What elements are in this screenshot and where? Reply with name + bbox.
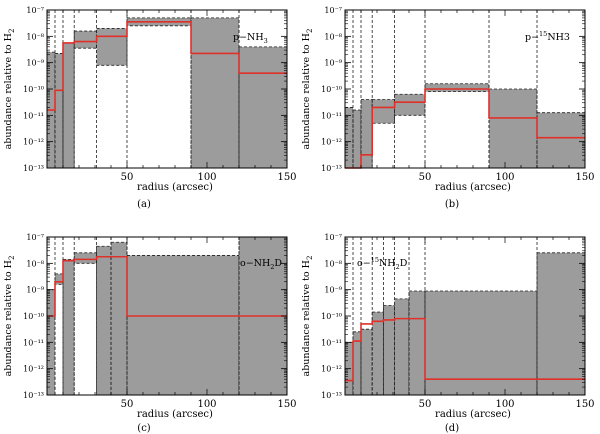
range-box: [394, 93, 426, 116]
x-tick-label: 100: [495, 399, 514, 410]
panel-label: (d): [445, 423, 459, 434]
x-tick-label: 150: [277, 399, 296, 410]
y-tick-label: 10⁻¹⁰: [23, 312, 44, 321]
y-axis-label: abundance relative to H2: [301, 256, 314, 377]
y-tick-label: 10⁻¹¹: [23, 338, 44, 347]
range-box: [424, 83, 490, 93]
range-box: [190, 17, 240, 169]
y-tick-label: 10⁻⁷: [324, 6, 342, 15]
y-tick-label: 10⁻⁷: [26, 6, 44, 15]
y-tick-label: 10⁻¹³: [23, 391, 44, 400]
y-axis-label: abundance relative to H2: [3, 29, 16, 150]
range-box: [371, 99, 396, 124]
y-tick-label: 10⁻¹³: [23, 164, 44, 173]
chart-panel-3: 10⁻¹³ 10⁻¹² 10⁻¹¹ 10⁻¹⁰ 10⁻⁹ 10⁻⁸ 10⁻⁷ 50 100 150…: [3, 233, 297, 434]
best-fit-line: [47, 21, 287, 111]
range-box: [73, 30, 97, 49]
x-axis-label: radius (arcsec): [137, 182, 213, 193]
y-tick-label: 10⁻⁹: [26, 59, 44, 68]
y-tick-label: 10⁻¹²: [23, 138, 44, 147]
range-box: [62, 42, 75, 169]
range-box: [73, 252, 97, 264]
range-box: [54, 53, 64, 169]
y-tick-label: 10⁻¹³: [321, 164, 342, 173]
y-tick-label: 10⁻⁸: [26, 32, 44, 41]
best-fit-line: [345, 317, 585, 382]
y-tick-label: 10⁻⁷: [324, 233, 342, 242]
species-label: o−15NH2D: [357, 256, 408, 271]
y-tick-label: 10⁻¹¹: [23, 111, 44, 120]
y-axis-label: abundance relative to H2: [3, 256, 16, 377]
y-tick-label: 10⁻¹²: [321, 365, 342, 374]
y-tick-label: 10⁻⁷: [26, 233, 44, 242]
species-label: p−15NH3: [525, 30, 570, 43]
y-tick-label: 10⁻⁸: [324, 259, 342, 268]
y-tick-label: 10⁻⁹: [324, 286, 342, 295]
range-box: [96, 28, 128, 66]
y-tick-label: 10⁻¹²: [321, 138, 342, 147]
range-box: [238, 46, 288, 169]
y-tick-label: 10⁻⁹: [324, 59, 342, 68]
x-tick-label: 100: [197, 399, 216, 410]
x-axis-label: radius (arcsec): [435, 409, 511, 420]
x-tick-label: 150: [277, 172, 296, 183]
range-box: [126, 255, 240, 396]
x-tick-label: 50: [121, 172, 134, 183]
range-box: [352, 109, 362, 169]
best-fit-line: [345, 88, 585, 169]
panel-label: (a): [137, 199, 151, 210]
y-tick-label: 10⁻¹³: [321, 391, 342, 400]
chart-panel-2: 10⁻¹³ 10⁻¹² 10⁻¹¹ 10⁻¹⁰ 10⁻⁹ 10⁻⁸ 10⁻⁷ 50 100 150…: [301, 6, 595, 210]
range-box: [536, 112, 586, 169]
y-tick-label: 10⁻¹¹: [321, 338, 342, 347]
y-tick-label: 10⁻⁹: [26, 286, 44, 295]
y-tick-label: 10⁻¹²: [23, 365, 44, 374]
range-box: [96, 245, 112, 396]
range-box: [408, 290, 426, 396]
best-fit-line: [47, 255, 287, 317]
x-tick-label: 50: [419, 399, 432, 410]
x-tick-label: 100: [495, 172, 514, 183]
range-box: [54, 273, 64, 285]
species-label: o−NH2D: [240, 258, 282, 271]
chart-panel-4: 10⁻¹³ 10⁻¹² 10⁻¹¹ 10⁻¹⁰ 10⁻⁹ 10⁻⁸ 10⁻⁷ 50 100 150…: [301, 233, 595, 434]
chart-panel-1: 10⁻¹³ 10⁻¹² 10⁻¹¹ 10⁻¹⁰ 10⁻⁹ 10⁻⁸ 10⁻⁷ 50 100 150…: [3, 6, 297, 210]
y-axis-label: abundance relative to H2: [301, 29, 314, 150]
species-label: p−NH3: [233, 32, 268, 45]
range-box: [536, 252, 586, 396]
x-axis-label: radius (arcsec): [137, 409, 213, 420]
range-box: [394, 298, 410, 396]
range-box: [62, 258, 75, 396]
range-box: [360, 328, 373, 396]
x-tick-label: 50: [419, 172, 432, 183]
x-axis-label: radius (arcsec): [435, 182, 511, 193]
y-tick-label: 10⁻¹⁰: [321, 85, 342, 94]
range-box: [488, 88, 538, 169]
x-tick-label: 150: [575, 172, 594, 183]
range-box: [424, 290, 538, 396]
x-tick-label: 100: [197, 172, 216, 183]
y-tick-label: 10⁻⁸: [26, 259, 44, 268]
panel-label: (b): [445, 199, 459, 210]
y-tick-label: 10⁻¹⁰: [321, 312, 342, 321]
y-tick-label: 10⁻⁸: [324, 32, 342, 41]
range-box: [360, 99, 373, 169]
y-tick-label: 10⁻¹¹: [321, 111, 342, 120]
x-tick-label: 50: [121, 399, 134, 410]
panel-label: (c): [137, 423, 151, 434]
y-tick-label: 10⁻¹⁰: [23, 85, 44, 94]
range-box: [371, 311, 384, 396]
x-tick-label: 150: [575, 399, 594, 410]
range-box: [110, 241, 128, 396]
range-box: [382, 305, 395, 396]
